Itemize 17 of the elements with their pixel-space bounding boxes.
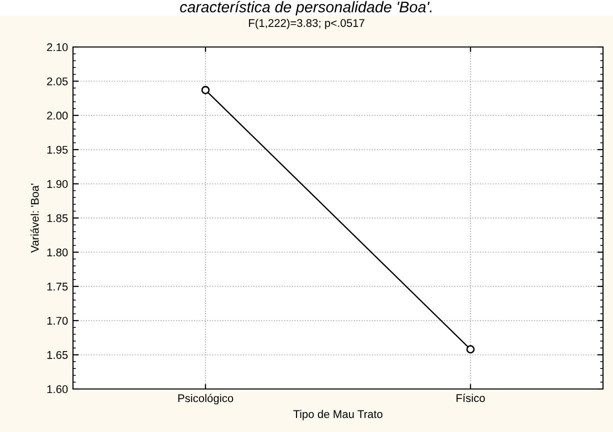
- y-axis-title: Variável: 'Boa': [30, 184, 39, 253]
- y-tick-label: 1.80: [47, 248, 68, 256]
- y-tick-label: 1.90: [47, 180, 68, 188]
- y-tick-label: 2.10: [47, 43, 68, 52]
- x-tick-label: Psicológico: [178, 394, 234, 404]
- y-tick-label: 1.75: [47, 282, 68, 291]
- y-tick-label: 1.95: [47, 146, 68, 154]
- y-tick-label: 2.00: [47, 112, 68, 120]
- chart-title: característica de personalidade 'Boa'.: [180, 1, 432, 16]
- y-tick-label: 1.60: [47, 385, 68, 394]
- x-tick-label: Físico: [456, 394, 485, 402]
- y-tick-label: 1.85: [47, 214, 68, 222]
- x-axis-title: Tipo de Mau Trato: [293, 410, 382, 420]
- y-tick-label: 1.70: [47, 316, 68, 325]
- y-tick-label: 2.05: [47, 77, 68, 86]
- y-tick-label: 1.65: [47, 351, 68, 359]
- chart-subtitle: F(1,222)=3.83; p<.0517: [249, 18, 364, 30]
